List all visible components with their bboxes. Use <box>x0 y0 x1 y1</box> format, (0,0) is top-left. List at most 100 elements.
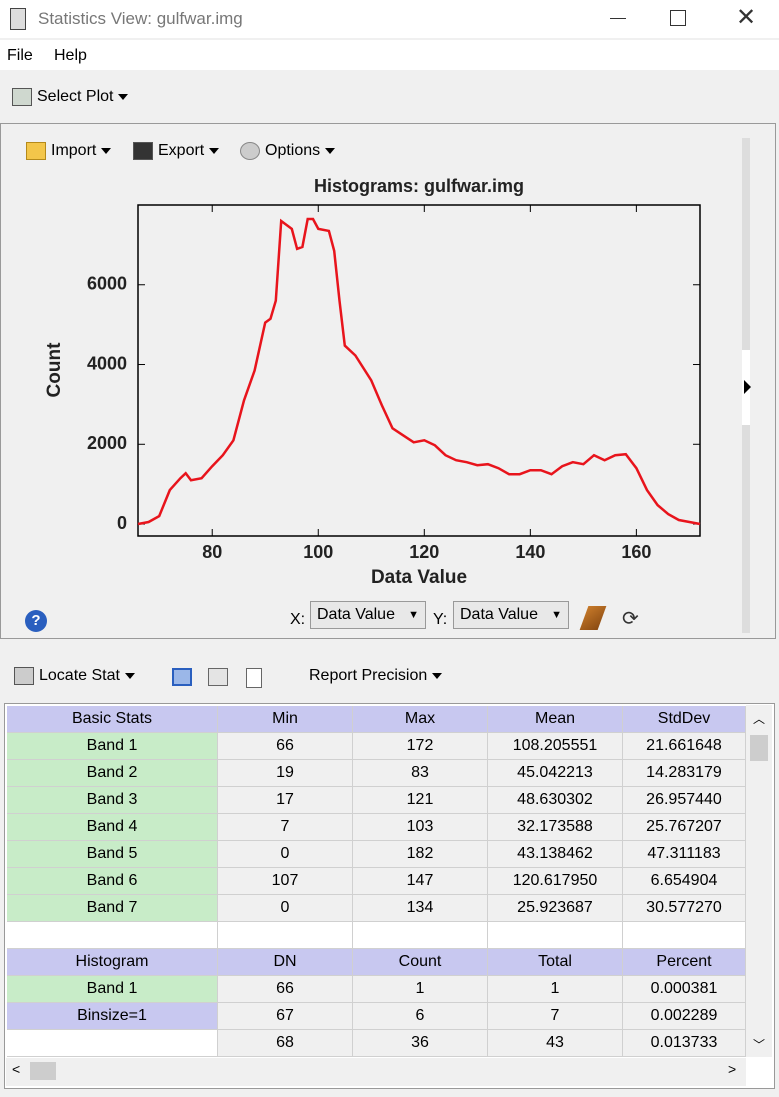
value-cell: 147 <box>353 868 488 895</box>
dropdown-caret <box>325 148 336 154</box>
value-cell: 182 <box>353 841 488 868</box>
calculator-icon <box>14 667 34 685</box>
dropdown-caret <box>118 94 129 100</box>
value-cell: 66 <box>218 976 353 1003</box>
header-cell: Basic Stats <box>7 706 218 733</box>
value-cell: 0 <box>218 895 353 922</box>
value-cell: 19 <box>218 760 353 787</box>
y-tick-label: 6000 <box>87 274 127 294</box>
table-hscroll-thumb[interactable] <box>30 1062 56 1080</box>
scroll-up[interactable]: ︿ <box>753 712 766 726</box>
value-cell: 0.002289 <box>623 1003 746 1030</box>
scroll-left[interactable]: < <box>12 1061 21 1077</box>
value-cell: 0.000381 <box>623 976 746 1003</box>
x-select[interactable]: Data Value ▼ <box>310 601 426 629</box>
value-cell: 66 <box>218 733 353 760</box>
value-cell: 68 <box>218 1030 353 1057</box>
value-cell: 25.923687 <box>488 895 623 922</box>
copy-button[interactable] <box>246 668 262 688</box>
x-tick-label: 120 <box>409 542 439 562</box>
select-plot-button[interactable]: Select Plot <box>12 88 129 106</box>
y-tick-label: 2000 <box>87 433 127 453</box>
chart-title: Histograms: gulfwar.img <box>314 176 524 196</box>
button-label: Report Precision <box>309 667 428 684</box>
header-cell: Mean <box>488 706 623 733</box>
row-label-cell: Band 5 <box>7 841 218 868</box>
y-axis-label: Count <box>44 342 65 398</box>
value-cell: 107 <box>218 868 353 895</box>
x-select-label: X: <box>290 611 306 628</box>
import-button[interactable]: Import <box>26 142 112 160</box>
value-cell: 14.283179 <box>623 760 746 787</box>
button-label: Import <box>51 142 97 159</box>
scroll-down[interactable]: ﹀ <box>753 1038 766 1052</box>
y-select-label: Y: <box>433 611 448 628</box>
select-value: Data Value <box>317 606 395 623</box>
plot-icon <box>12 88 32 106</box>
button-label: Options <box>265 142 321 159</box>
folder-icon <box>26 142 46 160</box>
value-cell: 67 <box>218 1003 353 1030</box>
scroll-right[interactable]: > <box>728 1061 737 1077</box>
options-button[interactable]: Options <box>240 142 336 160</box>
maximize-button[interactable] <box>670 10 686 26</box>
value-cell: 6 <box>353 1003 488 1030</box>
header-cell: Min <box>218 706 353 733</box>
value-cell: 26.957440 <box>623 787 746 814</box>
stats-table: Basic Stats Min Max Mean StdDev Band 1 66 172 10… <box>4 703 775 1089</box>
row-label-cell <box>7 1030 218 1057</box>
value-cell: 120.617950 <box>488 868 623 895</box>
table-hscrollbar[interactable] <box>6 1058 746 1086</box>
menu-item[interactable]: Help <box>54 47 87 64</box>
value-cell: 7 <box>218 814 353 841</box>
expand-arrow[interactable] <box>744 380 751 394</box>
row-label-cell: Band 4 <box>7 814 218 841</box>
x-tick-label: 140 <box>515 542 545 562</box>
row-label-cell: Band 1 <box>7 733 218 760</box>
value-cell: 0 <box>218 841 353 868</box>
report-precision-button[interactable]: Report Precision <box>309 667 443 685</box>
header-cell: Percent <box>623 949 746 976</box>
app-icon <box>10 8 26 30</box>
y-select[interactable]: Data Value ▼ <box>453 601 569 629</box>
value-cell: 83 <box>353 760 488 787</box>
value-cell: 103 <box>353 814 488 841</box>
value-cell: 172 <box>353 733 488 760</box>
dropdown-caret <box>101 148 112 154</box>
dropdown-caret <box>209 148 220 154</box>
gear-icon <box>240 142 260 160</box>
refresh-button[interactable]: ⟳ <box>622 608 639 630</box>
window-title: Statistics View: gulfwar.img <box>38 9 243 28</box>
value-cell: 108.205551 <box>488 733 623 760</box>
empty-cell <box>218 922 353 949</box>
table-vscrollbar[interactable] <box>746 705 772 1057</box>
value-cell: 1 <box>488 976 623 1003</box>
row-label-cell: Band 2 <box>7 760 218 787</box>
value-cell: 43 <box>488 1030 623 1057</box>
row-label-cell: Band 7 <box>7 895 218 922</box>
dropdown-caret <box>432 673 443 679</box>
header-cell: DN <box>218 949 353 976</box>
value-cell: 32.173588 <box>488 814 623 841</box>
value-cell: 1 <box>353 976 488 1003</box>
title-bar <box>0 0 779 38</box>
help-button[interactable]: ? <box>25 610 47 632</box>
table-view-button[interactable] <box>208 668 228 686</box>
button-label: Export <box>158 142 205 159</box>
close-button[interactable]: ✕ <box>736 4 757 31</box>
x-tick-label: 100 <box>303 542 333 562</box>
table-vscroll-thumb[interactable] <box>750 735 768 761</box>
export-button[interactable]: Export <box>133 142 220 160</box>
row-label-cell: Band 1 <box>7 976 218 1003</box>
dropdown-caret <box>124 673 135 679</box>
locate-stat-button[interactable]: Locate Stat <box>14 667 135 685</box>
minimize-button[interactable] <box>610 18 626 19</box>
header-cell: Histogram <box>7 949 218 976</box>
empty-cell <box>623 922 746 949</box>
menu-item[interactable]: File <box>7 47 33 64</box>
value-cell: 36 <box>353 1030 488 1057</box>
save-icon <box>133 142 153 160</box>
grid-view-button[interactable] <box>172 668 192 686</box>
x-tick-label: 160 <box>621 542 651 562</box>
